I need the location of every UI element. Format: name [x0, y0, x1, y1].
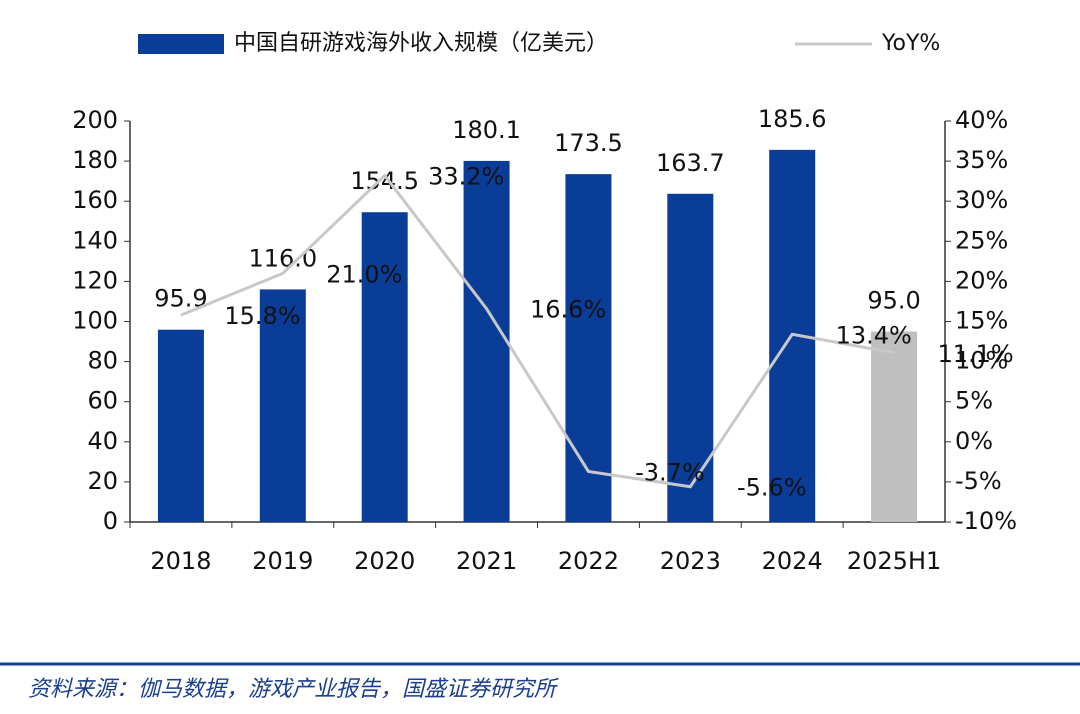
bar-value-label: 180.1 — [452, 116, 521, 144]
line-value-label: -3.7% — [635, 458, 705, 486]
y-tick-label: 40 — [87, 427, 118, 455]
bar-value-label: 116.0 — [248, 244, 317, 272]
y2-tick-label: 30% — [955, 186, 1008, 214]
y2-tick-label: -5% — [955, 467, 1002, 495]
bar-value-label: 95.0 — [867, 287, 920, 315]
legend-swatch — [138, 34, 224, 54]
bar — [157, 329, 204, 522]
legend-text: YoY% — [881, 31, 940, 56]
y-tick-label: 20 — [87, 467, 118, 495]
y-tick-label: 140 — [72, 226, 118, 254]
bar — [871, 331, 918, 522]
y-tick-label: 60 — [87, 387, 118, 415]
x-tick-label: 2022 — [558, 547, 619, 575]
y2-tick-label: 40% — [955, 106, 1008, 134]
y-tick-label: 200 — [72, 106, 118, 134]
y-tick-label: 80 — [87, 347, 118, 375]
bar-value-label: 173.5 — [554, 129, 623, 157]
bar-value-label: 185.6 — [758, 105, 827, 133]
yoy-line — [180, 173, 895, 489]
line-value-label: 33.2% — [428, 163, 504, 191]
x-tick-label: 2021 — [456, 547, 517, 575]
x-tick-label: 2020 — [354, 547, 415, 575]
line-value-label: 16.6% — [530, 296, 606, 324]
bar — [565, 174, 612, 522]
bar-value-label: 163.7 — [656, 149, 725, 177]
bar — [361, 212, 408, 523]
y-tick-label: 0 — [103, 507, 118, 535]
y2-tick-label: 10% — [955, 347, 1008, 375]
x-tick-label: 2019 — [252, 547, 313, 575]
y-tick-label: 100 — [72, 307, 118, 335]
x-tick-label: 2024 — [762, 547, 823, 575]
line-value-label: 13.4% — [836, 321, 912, 349]
bar-value-label: 154.5 — [350, 167, 419, 195]
y2-tick-label: 15% — [955, 307, 1008, 335]
x-tick-label: 2018 — [150, 547, 211, 575]
line-value-label: 15.8% — [224, 302, 300, 330]
source-note: 资料来源：伽马数据，游戏产业报告，国盛证券研究所 — [28, 677, 559, 702]
line-value-label: 11.1% — [937, 340, 1013, 368]
legend-text: 中国自研游戏海外收入规模（亿美元） — [234, 31, 608, 56]
y-tick-label: 160 — [72, 186, 118, 214]
y2-tick-label: 25% — [955, 226, 1008, 254]
bar — [667, 193, 714, 522]
y-tick-label: 180 — [72, 146, 118, 174]
x-tick-label: 2025H1 — [847, 547, 941, 575]
line-value-label: -5.6% — [737, 474, 807, 502]
y2-tick-label: 0% — [955, 427, 993, 455]
x-tick-label: 2023 — [660, 547, 721, 575]
bar — [463, 160, 510, 522]
y2-tick-label: 20% — [955, 266, 1008, 294]
line-value-label: 21.0% — [326, 260, 402, 288]
y2-tick-label: -10% — [955, 507, 1017, 535]
y2-tick-label: 35% — [955, 146, 1008, 174]
y2-tick-label: 5% — [955, 387, 993, 415]
y-tick-label: 120 — [72, 266, 118, 294]
bar — [259, 289, 306, 522]
